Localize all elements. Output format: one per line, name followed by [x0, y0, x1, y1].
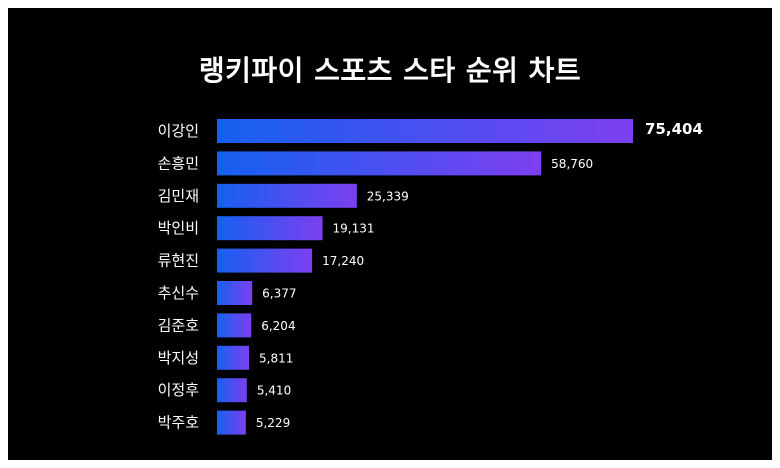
chart-frame: 랭키파이 스포츠 스타 순위 차트 이강인 75,404 손흥민 58,760 김민재 2…	[8, 8, 772, 460]
bar	[217, 378, 247, 403]
value-label: 75,404	[645, 120, 703, 138]
category-label: 김민재	[158, 187, 199, 205]
bar	[217, 410, 246, 435]
category-label: 이정후	[158, 381, 200, 399]
bar	[217, 119, 633, 143]
bar	[217, 313, 252, 338]
category-label: 박지성	[158, 349, 199, 367]
value-label: 19,131	[333, 222, 375, 236]
value-label: 17,240	[322, 254, 364, 268]
bar	[217, 183, 357, 208]
value-label: 25,339	[367, 189, 409, 203]
value-label: 58,760	[551, 157, 593, 171]
category-label: 류현진	[158, 252, 199, 270]
value-label: 6,377	[262, 287, 296, 301]
bar	[217, 151, 542, 176]
category-label: 박주호	[158, 414, 200, 432]
category-label: 손흥민	[158, 154, 199, 172]
bar-chart: 이강인 75,404 손흥민 58,760 김민재 25,339 박인비 19,131 류현진 1…	[158, 119, 703, 435]
chart-title: 랭키파이 스포츠 스타 순위 차트	[198, 54, 582, 87]
category-label: 이강인	[158, 122, 199, 140]
bar	[217, 248, 313, 273]
value-label: 5,811	[259, 351, 293, 365]
bar	[217, 216, 323, 241]
value-label: 5,410	[257, 384, 291, 398]
bar	[217, 281, 253, 305]
category-label: 박인비	[158, 219, 199, 237]
category-label: 추신수	[158, 284, 199, 302]
value-label: 6,204	[261, 319, 295, 333]
value-label: 5,229	[256, 416, 290, 430]
category-label: 김준호	[158, 316, 200, 334]
bar	[217, 345, 250, 370]
